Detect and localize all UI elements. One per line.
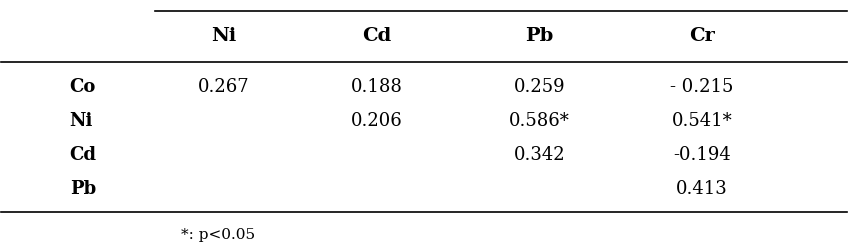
Text: 0.413: 0.413 <box>676 180 728 198</box>
Text: 0.259: 0.259 <box>513 78 566 96</box>
Text: Cd: Cd <box>69 146 97 164</box>
Text: 0.206: 0.206 <box>351 112 403 130</box>
Text: - 0.215: - 0.215 <box>670 78 734 96</box>
Text: Ni: Ni <box>211 27 237 45</box>
Text: *: p<0.05: *: p<0.05 <box>181 228 255 242</box>
Text: -0.194: -0.194 <box>673 146 731 164</box>
Text: 0.586*: 0.586* <box>509 112 570 130</box>
Text: 0.188: 0.188 <box>351 78 403 96</box>
Text: Cr: Cr <box>689 27 715 45</box>
Text: Co: Co <box>69 78 96 96</box>
Text: Cd: Cd <box>363 27 392 45</box>
Text: 0.541*: 0.541* <box>672 112 732 130</box>
Text: Pb: Pb <box>525 27 554 45</box>
Text: Ni: Ni <box>69 112 93 130</box>
Text: 0.342: 0.342 <box>513 146 566 164</box>
Text: Pb: Pb <box>69 180 96 198</box>
Text: 0.267: 0.267 <box>198 78 249 96</box>
